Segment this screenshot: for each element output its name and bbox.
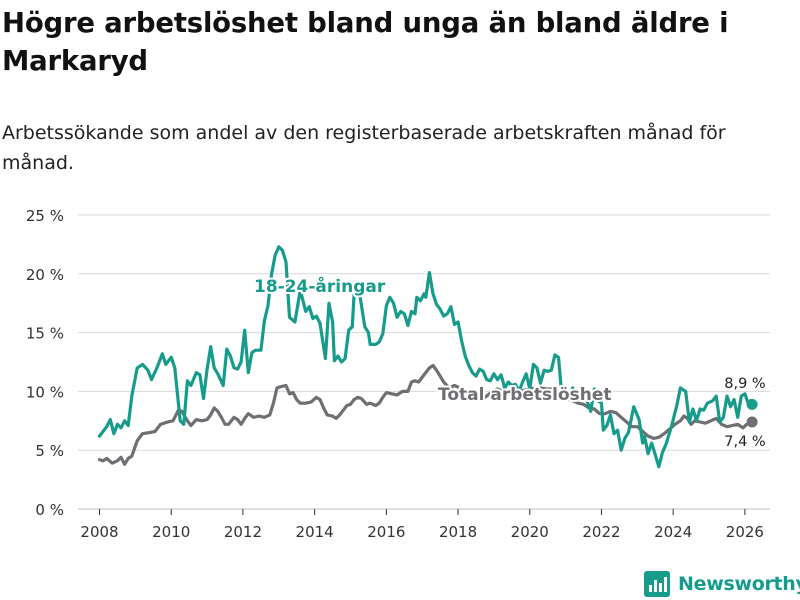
y-tick-label: 15 %: [26, 325, 64, 343]
end-value-total: 7,4 %: [724, 434, 765, 450]
y-tick-label: 5 %: [35, 442, 64, 460]
x-tick-label: 2014: [296, 523, 334, 541]
x-tick-label: 2026: [726, 523, 764, 541]
bar-chart-logo-icon: [644, 571, 670, 597]
x-tick-label: 2010: [152, 523, 190, 541]
series-label-total: Total arbetslöshet: [438, 385, 612, 405]
end-point-youth: [746, 398, 758, 410]
x-tick-label: 2022: [582, 523, 620, 541]
x-tick-label: 2008: [80, 523, 118, 541]
brand-name: Newsworthy: [678, 573, 800, 595]
newsworthy-logo: Newsworthy: [644, 568, 800, 600]
series-line-youth: [97, 245, 754, 469]
y-tick-label: 10 %: [26, 383, 64, 401]
end-point-total: [746, 416, 758, 428]
y-tick-label: 25 %: [26, 207, 64, 225]
x-tick-label: 2020: [511, 523, 549, 541]
x-tick-label: 2018: [439, 523, 477, 541]
y-tick-label: 20 %: [26, 266, 64, 284]
page-title: Högre arbetslöshet bland unga än bland ä…: [2, 7, 729, 77]
gridlines: [78, 214, 770, 510]
x-tick-label: 2016: [367, 523, 405, 541]
series-lines: [97, 245, 758, 469]
annotations: 18-24-åringar Total arbetslöshet 8,9 % 7,4 …: [252, 273, 768, 452]
end-value-youth: 8,9 %: [724, 376, 765, 392]
series-line-total: [97, 363, 754, 466]
x-tick-label: 2012: [224, 523, 262, 541]
y-axis: 0 % 5 % 10 % 15 % 20 % 25 %: [26, 207, 64, 519]
x-tick-label: 2024: [654, 523, 692, 541]
chart-subtitle: Arbetssökande som andel av den registerb…: [2, 122, 726, 174]
x-axis: 2008 2010 2012 2014 2016 2018 2020 2022 2024 2026: [80, 509, 764, 541]
series-label-youth: 18-24-åringar: [254, 275, 386, 297]
y-tick-label: 0 %: [35, 501, 64, 519]
